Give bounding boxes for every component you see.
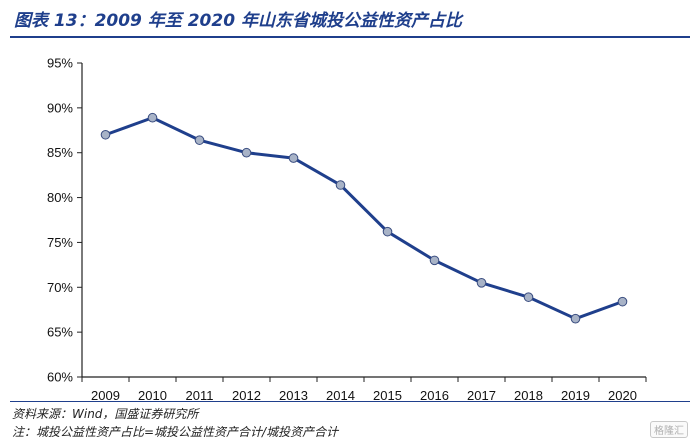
chart-title: 图表 13：2009 年至 2020 年山东省城投公益性资产占比	[14, 11, 462, 31]
definition-note: 注：城投公益性资产占比=城投公益性资产合计/城投资产合计	[12, 425, 339, 439]
x-tick-label: 2009	[91, 388, 120, 403]
x-tick-label: 2020	[608, 388, 637, 403]
x-tick-label: 2014	[326, 388, 355, 403]
x-tick-label: 2012	[232, 388, 261, 403]
series-line	[100, 112, 628, 324]
data-point	[100, 129, 111, 140]
watermark-logo: 格隆汇	[650, 421, 688, 438]
data-point	[523, 292, 534, 302]
data-point	[335, 180, 346, 190]
data-point	[429, 255, 440, 266]
data-point	[570, 313, 581, 324]
data-point	[241, 147, 252, 158]
data-point	[194, 135, 205, 145]
y-axis-ticks: 60% 65% 70% 75% 80% 85% 90% 95%	[47, 56, 82, 385]
chart-axes	[81, 63, 646, 378]
data-point	[288, 153, 299, 163]
y-tick-label: 80%	[47, 190, 73, 205]
title-divider	[10, 36, 690, 38]
y-tick-label: 60%	[47, 370, 73, 385]
x-tick-label: 2013	[279, 388, 308, 403]
data-point	[617, 296, 628, 307]
x-tick-label: 2011	[186, 388, 214, 403]
x-tick-label: 2016	[420, 388, 449, 403]
x-axis-ticks: 2009 2010 2011 2012 2013 2014 2015 2016 2017 2018…	[81, 377, 647, 403]
x-tick-label: 2015	[373, 388, 402, 403]
y-tick-label: 85%	[47, 145, 73, 160]
series-path	[104, 116, 624, 321]
data-point	[476, 278, 487, 288]
source-note: 资料来源：Wind，国盛证券研究所	[12, 407, 199, 421]
data-point	[382, 226, 393, 237]
footer-divider	[10, 401, 690, 402]
x-tick-label: 2018	[514, 388, 543, 403]
y-tick-label: 70%	[47, 280, 73, 295]
data-point	[147, 112, 158, 123]
x-tick-label: 2010	[138, 388, 167, 403]
x-tick-label: 2017	[467, 388, 496, 403]
y-tick-label: 65%	[47, 325, 73, 340]
y-tick-label: 95%	[47, 56, 73, 71]
y-tick-label: 75%	[47, 235, 73, 250]
y-tick-label: 90%	[47, 100, 73, 115]
x-tick-label: 2019	[561, 388, 590, 403]
